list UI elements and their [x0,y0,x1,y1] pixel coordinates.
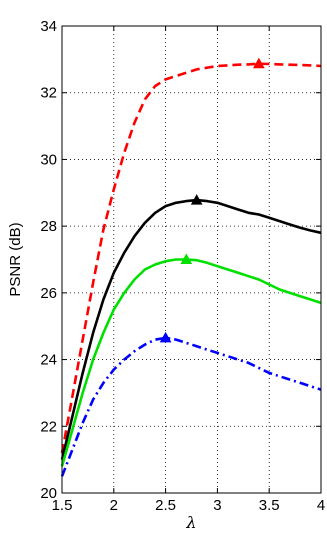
label-layer: PSNR (dB) λ [7,222,197,532]
x-tick-label: 2 [110,497,118,514]
x-tick-label: 1.5 [52,497,73,514]
x-axis-label: λ [185,513,196,532]
y-tick-label: 24 [40,352,57,369]
y-tick-label: 22 [40,418,57,435]
y-axis-label: PSNR (dB) [7,222,24,296]
tick-layer: 1.5 2 2.5 3 3.5 4 20 22 24 26 28 30 32 34 [40,18,325,514]
series-peak-marker-1 [252,57,265,69]
y-tick-label: 30 [40,151,57,168]
x-tick-label: 2.5 [155,497,176,514]
series-peak-marker-4 [159,331,172,343]
series-line-3 [60,258,322,467]
y-tick-label: 20 [40,485,57,502]
y-tick-label: 26 [40,285,57,302]
x-tick-label: 3 [213,497,221,514]
y-tick-label: 32 [40,85,57,102]
series-line-1 [60,62,322,454]
x-tick-label: 4 [317,497,325,514]
x-tick-label: 3.5 [259,497,280,514]
y-tick-label: 28 [40,218,57,235]
plot-frame [61,25,322,494]
series-peak-marker-2 [190,194,203,205]
series-layer [60,57,322,477]
series-peak-marker-3 [180,253,193,264]
series-line-2 [60,198,322,460]
y-tick-label: 34 [40,18,57,35]
